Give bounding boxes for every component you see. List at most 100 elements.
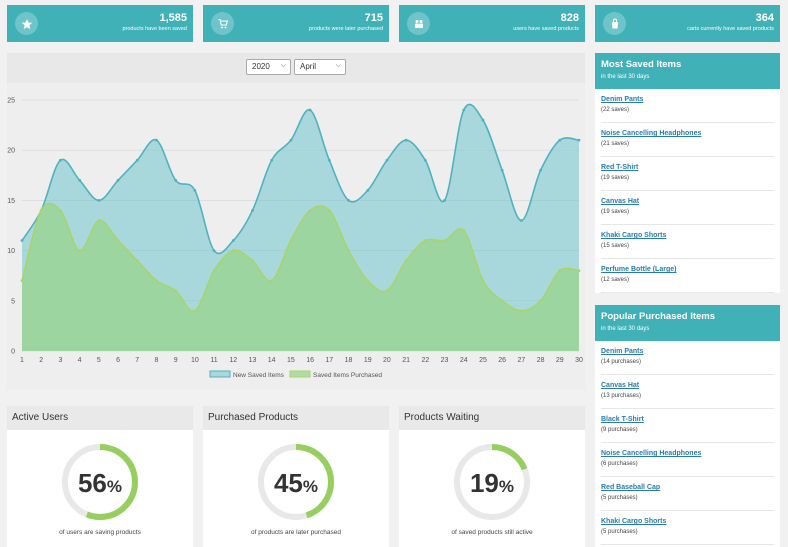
data-point [366,188,370,192]
cart-icon [211,12,234,35]
stat-card-saved: 1,585 products have been saved [7,5,193,42]
product-link[interactable]: Khaki Cargo Shorts [601,232,667,239]
bag-icon [603,12,626,35]
x-tick-label: 29 [556,357,564,364]
data-point [558,138,562,142]
most-saved-subtitle: in the last 30 days [601,74,650,80]
product-count: (13 purchases) [601,393,642,399]
chevron-down-icon: ⌵ [335,62,341,69]
product-link[interactable]: Denim Pants [601,348,644,355]
x-tick-label: 14 [268,357,276,364]
year-select[interactable]: 2020 ⌵ [246,59,291,75]
data-point [78,249,82,253]
data-point [443,199,446,202]
x-tick-label: 16 [306,357,314,364]
product-link[interactable]: Khaki Cargo Shorts [601,518,667,525]
stat-value: 715 [364,12,383,24]
product-link[interactable]: Denim Pants [601,96,644,103]
y-tick-label: 0 [11,349,15,356]
x-tick-label: 4 [78,357,82,364]
product-link[interactable]: Red Baseball Cap [601,484,661,491]
popular-purchased-item: Black T-Shirt (9 purchases) [601,409,774,443]
data-point [308,108,312,112]
x-tick-label: 26 [498,357,506,364]
x-tick-label: 15 [287,357,295,364]
data-point [519,309,523,313]
data-point [327,158,331,162]
data-point [174,178,178,182]
data-point [423,158,427,162]
stat-value: 364 [755,12,774,24]
data-point [251,209,254,212]
data-point [212,249,216,253]
stat-label: products have been saved [122,26,187,32]
y-tick-label: 10 [7,248,15,255]
y-tick-label: 25 [7,98,15,105]
data-point [385,158,389,162]
x-tick-label: 21 [402,357,410,364]
most-saved-item: Red T-Shirt (19 saves) [601,157,774,191]
product-link[interactable]: Noise Cancelling Headphones [601,130,702,137]
data-point [20,239,24,242]
data-point [135,259,139,263]
x-tick-label: 23 [441,357,449,364]
data-point [270,279,274,283]
data-point [539,168,542,172]
stat-label: users have saved products [513,26,579,32]
popular-purchased-subtitle: in the last 30 days [601,326,650,332]
popular-purchased-item: Noise Cancelling Headphones (6 purchases) [601,443,774,477]
data-point [59,209,62,212]
data-point [231,239,235,242]
gauge-percent: 56% [77,468,123,498]
data-point [577,138,581,142]
popular-purchased-item: Khaki Cargo Shorts (5 purchases) [601,511,774,545]
product-link[interactable]: Noise Cancelling Headphones [601,450,702,457]
y-tick-label: 5 [11,298,15,305]
gauge-caption: of products are later purchased [251,529,341,536]
product-count: (14 purchases) [601,359,642,365]
data-point [539,299,542,303]
ring-progress [454,444,530,520]
ring-progress [258,444,334,520]
product-link[interactable]: Canvas Hat [601,382,640,389]
x-tick-label: 18 [345,357,353,364]
data-point [20,279,24,283]
product-link[interactable]: Canvas Hat [601,198,640,205]
y-tick-label: 15 [7,198,15,205]
data-point [500,168,504,172]
series-area [22,203,579,351]
product-link[interactable]: Red T-Shirt [601,164,639,171]
x-tick-label: 20 [383,357,391,364]
x-tick-label: 8 [154,357,158,364]
data-point [251,259,254,263]
most-saved-item: Khaki Cargo Shorts (15 saves) [601,225,774,259]
stat-value: 828 [560,12,579,24]
data-point [443,239,446,242]
month-select[interactable]: April ⌵ [294,59,346,75]
progress-ring [62,444,138,520]
most-saved-item: Perfume Bottle (Large) (12 saves) [601,259,774,293]
product-link[interactable]: Black T-Shirt [601,416,644,423]
data-point [193,188,197,192]
y-tick-label: 20 [7,148,15,155]
gauge-percent: 45% [273,468,319,498]
data-point [270,158,274,162]
legend-swatch [209,370,231,378]
data-point [97,199,101,202]
stat-card-carts: 364 carts currently have saved products [595,5,780,42]
ring-progress [62,444,138,520]
popular-purchased-panel: Popular Purchased Items in the last 30 d… [595,305,780,547]
gauge-active-users: Active Users 56% of users are saving pro… [7,406,193,547]
product-link[interactable]: Perfume Bottle (Large) [601,266,677,273]
gauge-title: Products Waiting [399,406,585,430]
data-point [423,239,427,242]
x-tick-label: 9 [174,357,178,364]
x-tick-label: 24 [460,357,468,364]
year-select-value: 2020 [252,62,270,71]
star-icon [15,12,38,35]
popular-purchased-title: Popular Purchased Items [601,311,716,322]
x-tick-label: 6 [116,357,120,364]
stat-label: products were later purchased [309,26,383,32]
data-point [366,279,370,283]
